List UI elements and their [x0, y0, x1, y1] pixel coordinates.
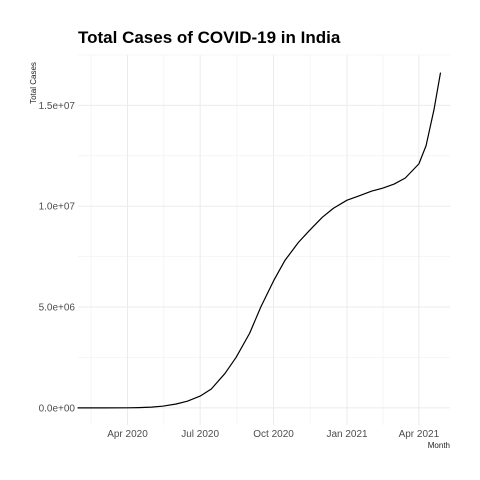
x-tick-labels: Apr 2020 Jul 2020 Oct 2020 Jan 2021 Apr 2021 — [107, 429, 439, 440]
y-tick-label: 0.0e+00 — [39, 403, 76, 414]
x-tick-label: Apr 2020 — [107, 429, 148, 440]
x-tick-label: Oct 2020 — [253, 429, 294, 440]
grid-major — [78, 55, 450, 425]
y-tick-label: 1.5e+07 — [39, 101, 76, 112]
x-tick-label: Jan 2021 — [326, 429, 368, 440]
x-tick-label: Apr 2021 — [399, 429, 440, 440]
series-layer — [77, 72, 442, 409]
x-tick-label: Jul 2020 — [181, 429, 219, 440]
series-line — [77, 72, 442, 409]
x-axis-label: Month — [428, 441, 450, 450]
grid-minor — [78, 54, 450, 425]
y-tick-label: 5.0e+06 — [39, 303, 76, 314]
chart-title: Total Cases of COVID-19 in India — [78, 28, 341, 47]
y-axis-label: Total Cases — [29, 62, 38, 104]
y-tick-labels: 0.0e+00 5.0e+06 1.0e+07 1.5e+07 — [39, 101, 76, 414]
y-tick-label: 1.0e+07 — [39, 202, 76, 213]
